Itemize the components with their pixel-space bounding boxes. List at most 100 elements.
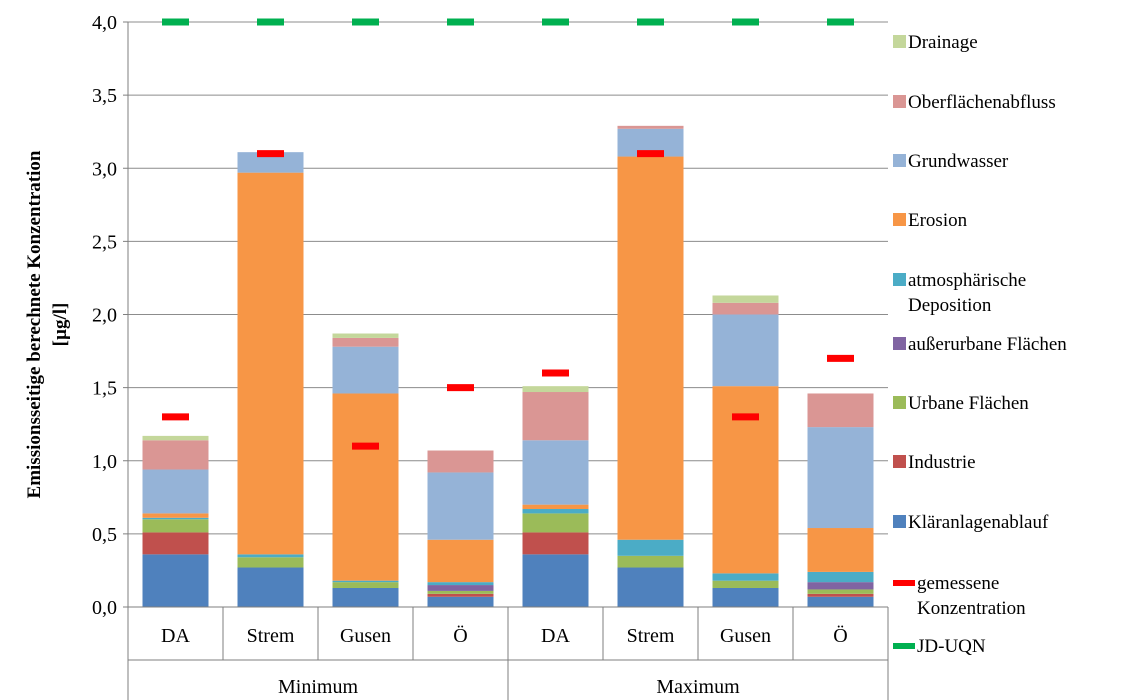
bar-segment [427, 450, 494, 473]
marker-jd-uqn [542, 18, 569, 26]
bar-segment [237, 152, 304, 173]
marker-gemessene-konzentration [447, 384, 474, 392]
legend-label: JD-UQN [917, 636, 986, 657]
bar-segment [427, 472, 494, 540]
bar-segment [332, 346, 399, 394]
axes [123, 21, 889, 700]
marker-gemessene-konzentration [637, 150, 664, 158]
bar-segment [142, 554, 209, 607]
legend-swatch [893, 515, 906, 528]
legend-item: Erosion [893, 210, 968, 231]
marker-jd-uqn [352, 18, 379, 26]
legend-swatch [893, 95, 906, 108]
y-tick-label: 2,5 [92, 231, 117, 253]
bar-segment [712, 580, 779, 588]
x-tick-label: DA [541, 625, 570, 647]
bar-segment [712, 573, 779, 581]
y-axis-label: Emissionsseitige berechnete Konzentratio… [24, 150, 71, 498]
group-label: Minimum [278, 676, 358, 698]
legend: Drainage Oberflächenabfluss Grundwasser Ero… [893, 32, 1067, 657]
legend-label: Grundwasser [908, 151, 1009, 172]
group-label: Maximum [656, 676, 740, 698]
legend-label: Drainage [908, 32, 978, 53]
bar-segment [617, 156, 684, 540]
bar-segment [332, 587, 399, 607]
y-tick-label: 3,0 [92, 158, 117, 180]
y-tick-labels: 0,0 0,5 1,0 1,5 2,0 2,5 3,0 3,5 4,0 [92, 12, 117, 619]
bar-segment [142, 469, 209, 514]
y-tick-label: 0,0 [92, 597, 117, 619]
legend-label: Oberflächenabfluss [908, 92, 1056, 113]
y-tick-label: 2,0 [92, 305, 117, 327]
y-tick-label: 4,0 [92, 12, 117, 34]
bar-segment [427, 539, 494, 583]
bar-segment [427, 582, 494, 586]
bar-segment [617, 539, 684, 556]
bar-segment [712, 314, 779, 387]
bar-segment [142, 517, 209, 520]
bar-segment [807, 596, 874, 607]
bar-segment [617, 555, 684, 568]
bar-segment [522, 532, 589, 555]
bar-segment [142, 532, 209, 555]
bar-segment [522, 504, 589, 510]
x-tick-label: Gusen [720, 625, 771, 647]
marker-jd-uqn [732, 18, 759, 26]
marker-gemessene-konzentration [732, 413, 759, 421]
marker-gemessene-konzentration [827, 354, 854, 362]
bar-segment [522, 386, 589, 393]
legend-label: Urbane Flächen [908, 393, 1029, 414]
legend-swatch [893, 273, 906, 286]
bar-segment [142, 519, 209, 533]
bar-segment [712, 302, 779, 315]
y-tick-label: 3,5 [92, 85, 117, 107]
bar-segment [522, 554, 589, 607]
bar-segment [712, 587, 779, 607]
legend-swatch [893, 643, 915, 649]
legend-label: Industrie [908, 452, 976, 473]
y-tick-label: 0,5 [92, 524, 117, 546]
bar-segment [522, 392, 589, 441]
bar-segment [522, 509, 589, 514]
legend-item: Industrie [893, 452, 976, 473]
legend-swatch [893, 213, 906, 226]
marker-gemessene-konzentration [542, 369, 569, 377]
bar-segment [617, 125, 684, 129]
legend-item: JD-UQN [893, 636, 986, 657]
marker-gemessene-konzentration [352, 442, 379, 450]
legend-item: gemessene Konzentration [893, 573, 1026, 619]
bar-segment [427, 590, 494, 594]
bar-segment [237, 554, 304, 558]
marker-gemessene-konzentration [257, 150, 284, 158]
bar-segment [237, 172, 304, 555]
legend-item: außerurbane Flächen [893, 334, 1067, 355]
bar-segment [522, 513, 589, 533]
bar-segment [807, 589, 874, 594]
bar-segment [807, 427, 874, 529]
bar-segment [807, 571, 874, 583]
bar-segment [427, 585, 494, 591]
markers [162, 18, 854, 450]
x-tick-label: Ö [833, 624, 847, 647]
legend-label: gemessene Konzentration [917, 573, 1026, 619]
bar-segment [617, 567, 684, 607]
bar-segment [332, 337, 399, 347]
bar-segment [807, 528, 874, 572]
legend-swatch [893, 35, 906, 48]
marker-jd-uqn [162, 18, 189, 26]
legend-swatch [893, 337, 906, 350]
bar-segment [807, 593, 874, 597]
bars [142, 125, 874, 607]
x-tick-labels: DA Strem Gusen Ö DA Strem Gusen Ö Minimum Maximum [161, 624, 848, 698]
x-tick-label: Strem [627, 625, 675, 647]
legend-item: Urbane Flächen [893, 393, 1029, 414]
bar-segment [237, 567, 304, 607]
bar-segment [142, 513, 209, 518]
bar-segment [807, 393, 874, 428]
x-tick-label: DA [161, 625, 190, 647]
bar-segment [807, 582, 874, 590]
bar-segment [142, 435, 209, 441]
legend-swatch [893, 154, 906, 167]
bar-segment [522, 440, 589, 505]
